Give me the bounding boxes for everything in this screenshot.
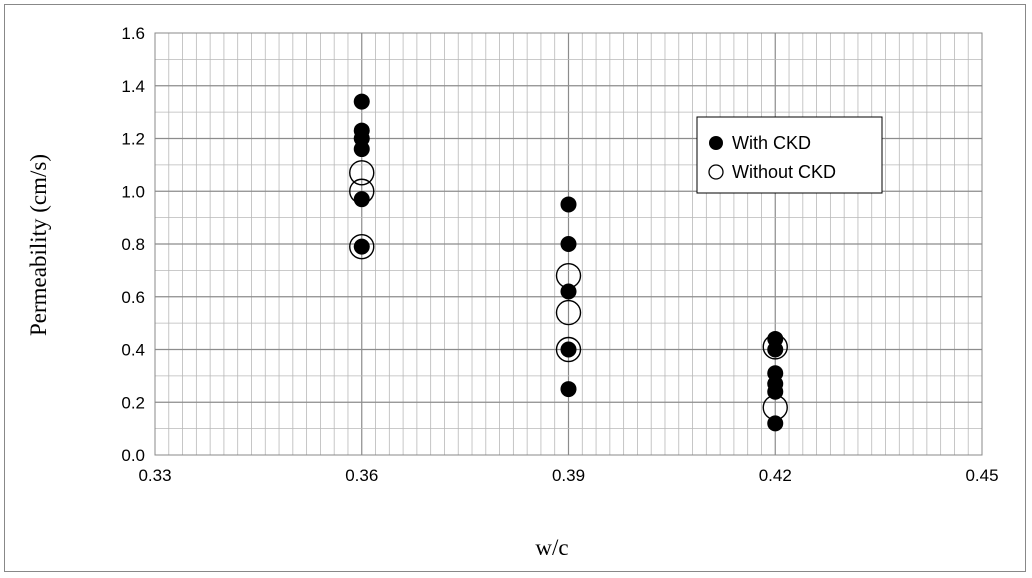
x-tick-label: 0.45 xyxy=(965,466,998,485)
x-axis-title: w/c xyxy=(535,535,568,560)
without-ckd-point xyxy=(555,262,582,289)
y-tick-label: 1.2 xyxy=(121,130,145,149)
plot-area xyxy=(154,32,983,456)
y-tick-label: 1.0 xyxy=(121,182,145,201)
y-axis-title: Permeability (cm/s) xyxy=(26,154,51,336)
without-ckd-point xyxy=(349,160,375,186)
without-ckd-point xyxy=(555,299,582,326)
x-tick-label: 0.33 xyxy=(138,466,171,485)
with-ckd-point xyxy=(560,341,577,358)
legend-label-with-ckd: With CKD xyxy=(732,133,811,153)
x-tick-label: 0.42 xyxy=(759,466,792,485)
with-ckd-point xyxy=(767,341,784,358)
y-tick-label: 0.6 xyxy=(121,288,145,307)
without-ckd-point xyxy=(349,233,375,260)
y-tick-label: 0.0 xyxy=(121,446,145,465)
data-markers xyxy=(349,93,788,432)
chart-frame xyxy=(4,4,1026,572)
with-ckd-point xyxy=(353,191,370,208)
legend-label-without-ckd: Without CKD xyxy=(732,162,836,182)
legend-box xyxy=(696,116,883,194)
x-tick-label: 0.36 xyxy=(345,466,378,485)
y-tick-label: 0.4 xyxy=(121,341,145,360)
legend-marker-without-ckd xyxy=(708,164,724,180)
with-ckd-point xyxy=(560,381,577,398)
y-tick-label: 0.8 xyxy=(121,235,145,254)
without-ckd-point xyxy=(762,394,788,421)
with-ckd-point xyxy=(353,141,370,158)
with-ckd-point xyxy=(560,236,577,252)
x-tick-label: 0.39 xyxy=(552,466,585,485)
y-tick-label: 1.4 xyxy=(121,77,145,96)
with-ckd-point xyxy=(560,196,577,213)
with-ckd-point xyxy=(353,238,370,255)
legend: With CKD Without CKD xyxy=(696,116,883,194)
without-ckd-point xyxy=(762,334,788,360)
tick-labels: 0.33 0.36 0.39 0.42 0.45 0.0 0.2 0.4 0.6 0.8 1.0 1.… xyxy=(121,24,998,485)
with-ckd-point xyxy=(353,93,370,110)
without-ckd-point xyxy=(349,178,375,204)
without-ckd-point xyxy=(555,336,582,363)
y-tick-label: 0.2 xyxy=(121,393,145,412)
grid-lines xyxy=(155,33,982,455)
legend-marker-with-ckd xyxy=(709,136,723,150)
y-tick-label: 1.6 xyxy=(121,24,145,43)
